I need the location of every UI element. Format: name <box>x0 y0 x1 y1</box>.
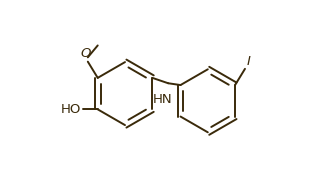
Text: HO: HO <box>61 103 81 116</box>
Text: I: I <box>247 55 251 68</box>
Text: HN: HN <box>153 93 173 106</box>
Text: O: O <box>80 47 91 60</box>
